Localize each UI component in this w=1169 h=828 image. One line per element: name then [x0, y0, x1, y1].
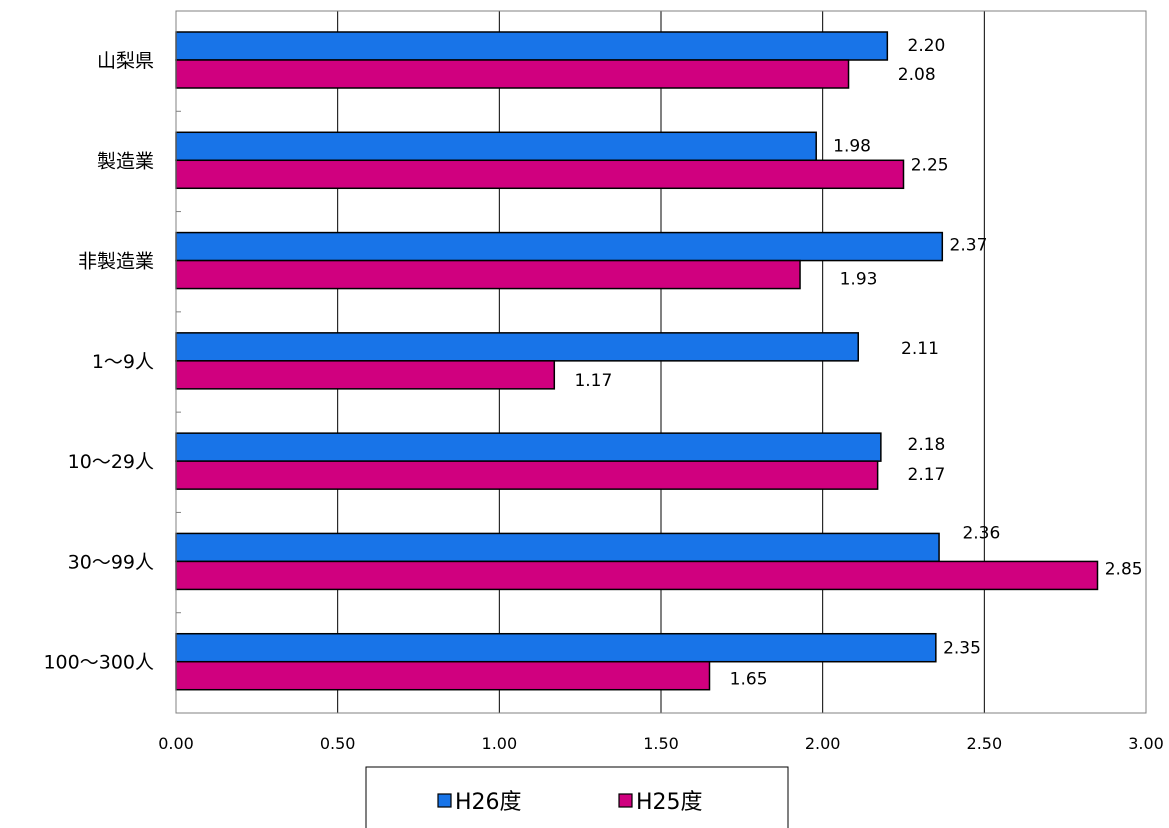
- bar-h26: [175, 131, 817, 162]
- category-label: 10～29人: [68, 451, 154, 473]
- data-label-h26: 2.11: [901, 339, 939, 359]
- category-label: 1～9人: [92, 351, 154, 373]
- x-tick-label: 1.50: [643, 734, 679, 753]
- data-label-h25: 2.85: [1105, 559, 1143, 579]
- x-tick-label: 2.00: [805, 734, 841, 753]
- legend-box: [365, 766, 789, 828]
- data-label-h25: 2.17: [908, 465, 946, 485]
- x-tick-label: 0.50: [320, 734, 356, 753]
- bar-h25: [175, 159, 905, 190]
- bars: [175, 31, 1099, 691]
- category-ticks: [176, 110, 181, 614]
- bar-h26: [175, 332, 859, 362]
- data-label-h26: 1.98: [833, 136, 871, 156]
- legend-label-h25: H25度: [636, 790, 703, 815]
- data-labels: 2.20 1.98 2.37 2.11 2.18 2.36 2.35 2.08 2.25 1.93…: [574, 36, 1142, 690]
- category-label: 山梨県: [97, 50, 154, 72]
- bar-h26: [175, 231, 944, 262]
- legend-swatch-h25: [618, 793, 633, 808]
- category-label: 製造業: [97, 150, 154, 172]
- bar-h25: [175, 460, 879, 490]
- bar-h25: [175, 560, 1099, 591]
- data-label-h26: 2.37: [950, 236, 988, 256]
- data-label-h25: 1.93: [840, 270, 878, 290]
- legend: H26度 H25度: [365, 766, 789, 828]
- gridlines: [337, 11, 985, 713]
- bar-h26: [175, 432, 882, 462]
- data-label-h26: 2.20: [908, 36, 946, 56]
- x-tick-label: 2.50: [967, 734, 1003, 753]
- category-label: 非製造業: [78, 251, 154, 273]
- bar-h25: [175, 59, 850, 89]
- bar-h26: [175, 632, 937, 663]
- plot-area-border: [175, 10, 1147, 714]
- bar-h25: [175, 660, 711, 691]
- data-label-h25: 2.25: [911, 155, 949, 175]
- bar-h25: [175, 360, 556, 390]
- legend-swatch-h26: [437, 793, 452, 808]
- bar-h26: [175, 532, 940, 563]
- legend-label-h26: H26度: [455, 790, 522, 815]
- x-tick-label: 3.00: [1128, 734, 1164, 753]
- data-label-h25: 1.65: [730, 670, 768, 690]
- bar-h25: [175, 259, 801, 290]
- x-axis-tick-labels: 0.00 0.50 1.00 1.50 2.00 2.50 3.00: [158, 734, 1164, 753]
- data-label-h26: 2.35: [943, 639, 981, 659]
- category-label: 30～99人: [68, 551, 154, 573]
- data-label-h26: 2.18: [908, 435, 946, 455]
- category-label: 100～300人: [43, 652, 154, 674]
- data-label-h25: 2.08: [898, 65, 936, 85]
- data-label-h25: 1.17: [574, 371, 612, 391]
- x-tick-label: 1.00: [482, 734, 518, 753]
- bar-h26: [175, 31, 889, 61]
- data-label-h26: 2.36: [962, 523, 1000, 543]
- x-tick-label: 0.00: [158, 734, 194, 753]
